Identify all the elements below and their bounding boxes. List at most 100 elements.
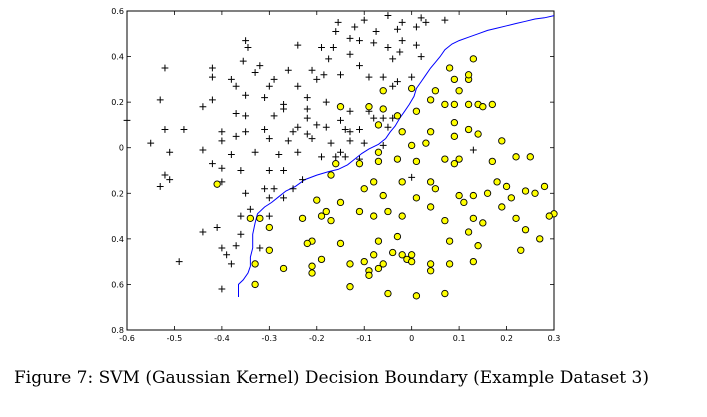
positive-point: [232, 242, 240, 250]
positive-point: [256, 244, 264, 252]
positive-point: [422, 18, 430, 26]
plot-area: [126, 10, 555, 331]
positive-point: [209, 73, 216, 81]
positive-point: [341, 153, 349, 161]
negative-point: [251, 260, 259, 268]
decision-boundary-layer: [238, 15, 555, 297]
positive-point: [370, 114, 378, 122]
negative-point: [493, 178, 501, 186]
positive-point: [356, 62, 363, 70]
positive-point: [322, 98, 330, 106]
negative-point: [531, 189, 539, 197]
negative-point: [393, 232, 402, 241]
negative-point: [365, 103, 373, 111]
positive-point: [265, 135, 273, 142]
positive-point: [242, 112, 250, 120]
positive-point: [256, 62, 264, 70]
positive-point: [379, 142, 387, 149]
positive-point: [218, 137, 226, 145]
positive-point: [389, 82, 397, 90]
negative-point: [379, 87, 387, 95]
positive-point: [166, 148, 174, 156]
negative-point: [488, 100, 496, 109]
negative-point: [441, 289, 449, 298]
negative-point: [213, 180, 221, 188]
negative-point: [379, 260, 387, 268]
negative-point: [455, 87, 463, 95]
positive-point: [227, 75, 235, 83]
negative-point: [450, 119, 459, 127]
positive-point: [327, 139, 335, 147]
negative-point: [469, 214, 477, 223]
positive-point: [303, 94, 311, 101]
positive-point: [360, 139, 368, 147]
data-points-layer: [123, 12, 558, 300]
positive-point: [398, 18, 406, 26]
negative-point: [355, 207, 364, 216]
negative-point: [360, 257, 368, 266]
negative-point: [479, 219, 487, 227]
negative-point: [441, 100, 449, 109]
positive-point: [270, 185, 278, 193]
positive-point: [334, 18, 342, 26]
negative-point: [379, 105, 387, 113]
positive-point: [370, 39, 378, 47]
y-tick-label: 0.6: [111, 7, 124, 16]
negative-point: [464, 100, 473, 109]
negative-point: [431, 185, 440, 193]
positive-point: [417, 14, 425, 22]
negative-point: [412, 107, 421, 115]
negative-point: [488, 157, 496, 166]
positive-point: [237, 230, 245, 238]
positive-point: [417, 53, 425, 60]
positive-point: [199, 146, 207, 154]
positive-point: [239, 57, 247, 65]
positive-point: [265, 194, 273, 202]
positive-point: [394, 78, 401, 86]
decision-boundary-line: [238, 15, 555, 297]
negative-point: [479, 103, 487, 111]
x-tick-label: -0.1: [356, 334, 372, 343]
negative-point: [246, 214, 255, 223]
positive-point: [284, 66, 292, 74]
x-tick-label: 0.1: [453, 334, 466, 343]
positive-point: [356, 126, 363, 133]
negative-point: [521, 187, 530, 195]
positive-point: [270, 112, 278, 120]
positive-point: [270, 75, 278, 83]
positive-point: [218, 244, 226, 252]
positive-point: [365, 73, 373, 81]
negative-point: [360, 185, 368, 193]
negative-point: [408, 141, 416, 150]
negative-point: [393, 155, 402, 163]
positive-point: [320, 71, 328, 79]
negative-point: [256, 214, 264, 223]
positive-point: [294, 123, 302, 131]
positive-point: [199, 103, 207, 111]
negative-point: [540, 182, 549, 191]
negative-point: [426, 96, 435, 104]
positive-point: [313, 121, 321, 129]
positive-point: [265, 212, 273, 220]
negative-point: [346, 283, 354, 291]
positive-point: [218, 285, 226, 293]
positive-point: [218, 164, 226, 172]
y-tick-label: 0.2: [111, 98, 124, 107]
negative-point: [317, 212, 326, 220]
x-tick-label: -0.5: [167, 334, 183, 343]
positive-point: [384, 44, 392, 51]
positive-point: [289, 128, 297, 136]
positive-point: [175, 258, 183, 266]
positive-point: [218, 128, 226, 136]
positive-point: [318, 153, 325, 161]
positive-point: [227, 151, 235, 158]
negative-point: [426, 178, 435, 186]
positive-point: [379, 114, 387, 122]
negative-point: [445, 260, 454, 268]
negative-point: [502, 182, 511, 191]
negative-point: [412, 292, 421, 300]
positive-point: [294, 148, 302, 156]
negative-point: [412, 157, 421, 166]
negative-point: [408, 251, 416, 259]
